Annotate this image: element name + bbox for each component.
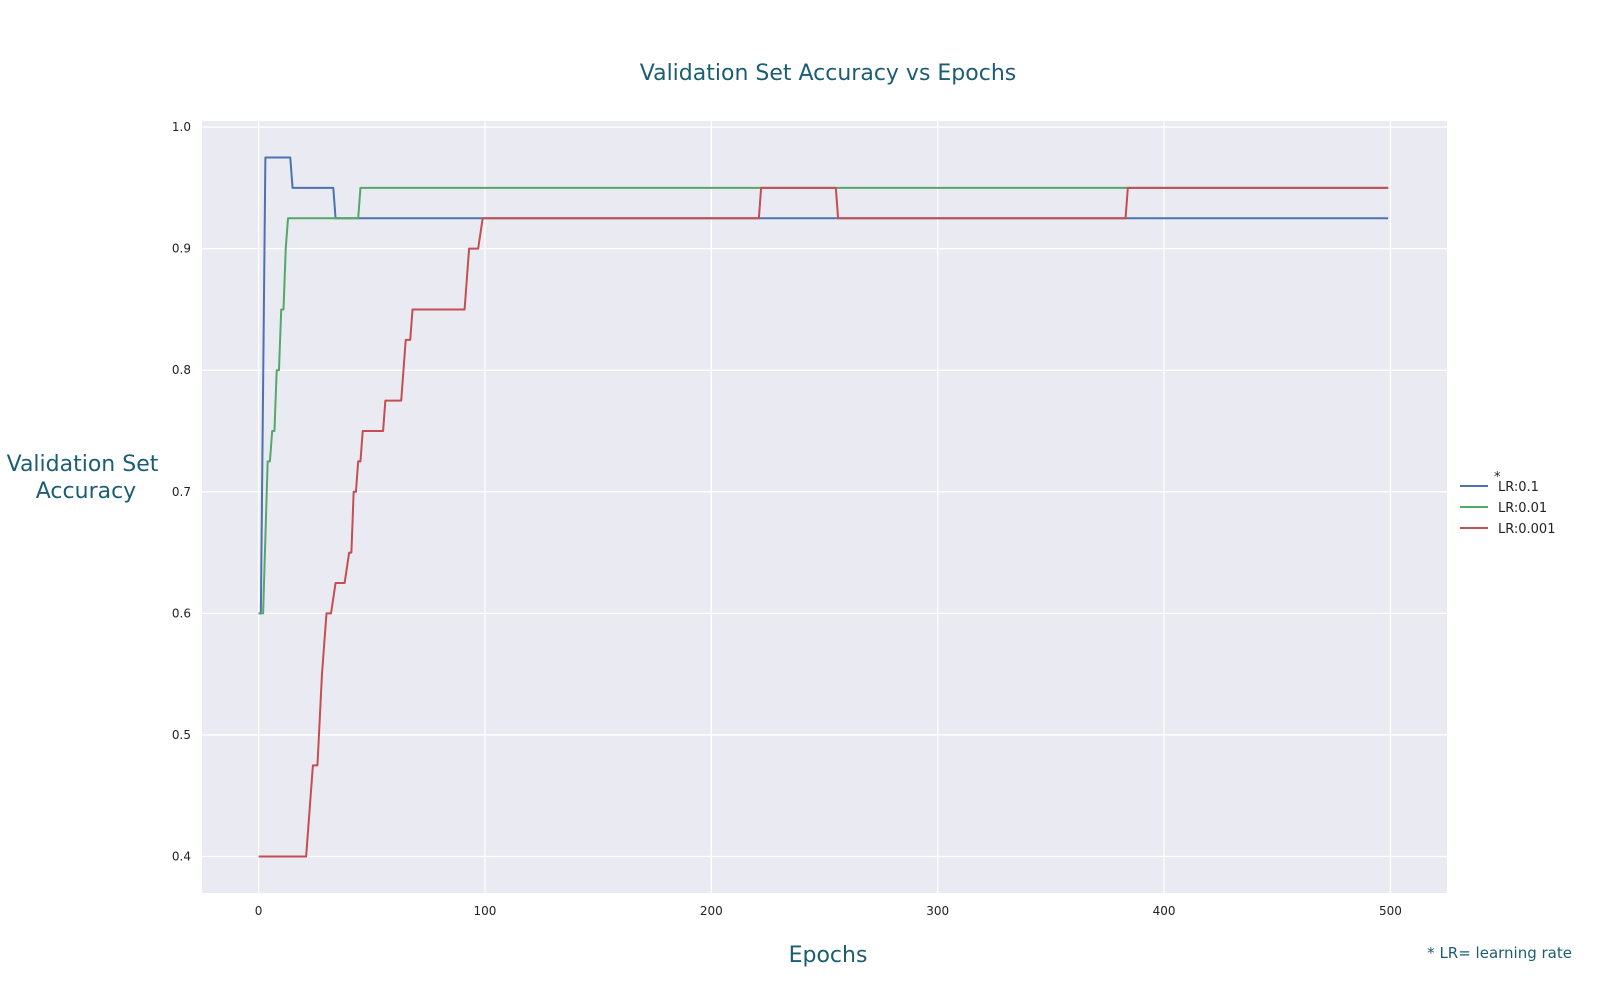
y-axis-label: Validation Set Accuracy bbox=[7, 452, 166, 504]
footnote: * LR= learning rate bbox=[1427, 944, 1572, 962]
x-tick-label: 0 bbox=[255, 904, 263, 918]
legend-label: LR:0.001 bbox=[1498, 522, 1555, 537]
x-tick-label: 100 bbox=[474, 904, 497, 918]
y-tick-label: 0.9 bbox=[172, 242, 191, 256]
y-tick-label: 1.0 bbox=[172, 120, 191, 134]
series-line-1 bbox=[258, 156, 1389, 615]
legend-asterisk: * bbox=[1494, 470, 1501, 485]
x-tick-labels: 0 100 200 300 400 500 bbox=[255, 904, 1402, 918]
y-tick-label: 0.5 bbox=[172, 728, 191, 742]
plot-area bbox=[202, 121, 1447, 893]
series-lines bbox=[258, 156, 1389, 858]
y-tick-labels: 0.4 0.5 0.6 0.7 0.8 0.9 1.0 bbox=[172, 120, 191, 863]
legend: LR:0.1 LR:0.01 LR:0.001 * bbox=[1460, 470, 1555, 537]
y-axis-label-line-2: Accuracy bbox=[36, 479, 136, 504]
chart-title: Validation Set Accuracy vs Epochs bbox=[640, 61, 1016, 86]
x-tick-label: 200 bbox=[700, 904, 723, 918]
legend-label: LR:0.01 bbox=[1498, 501, 1547, 516]
y-tick-label: 0.7 bbox=[172, 485, 191, 499]
x-axis-label: Epochs bbox=[789, 943, 868, 968]
x-tick-label: 300 bbox=[926, 904, 949, 918]
legend-label: LR:0.1 bbox=[1498, 480, 1539, 495]
series-line-2 bbox=[258, 186, 1389, 615]
y-axis-label-line-1: Validation Set bbox=[7, 452, 159, 477]
series-line-3 bbox=[258, 186, 1389, 858]
y-tick-label: 0.4 bbox=[172, 850, 191, 864]
y-tick-label: 0.8 bbox=[172, 363, 191, 377]
x-tick-label: 400 bbox=[1153, 904, 1176, 918]
x-tick-label: 500 bbox=[1379, 904, 1402, 918]
y-tick-label: 0.6 bbox=[172, 606, 191, 620]
gridlines bbox=[202, 121, 1447, 893]
